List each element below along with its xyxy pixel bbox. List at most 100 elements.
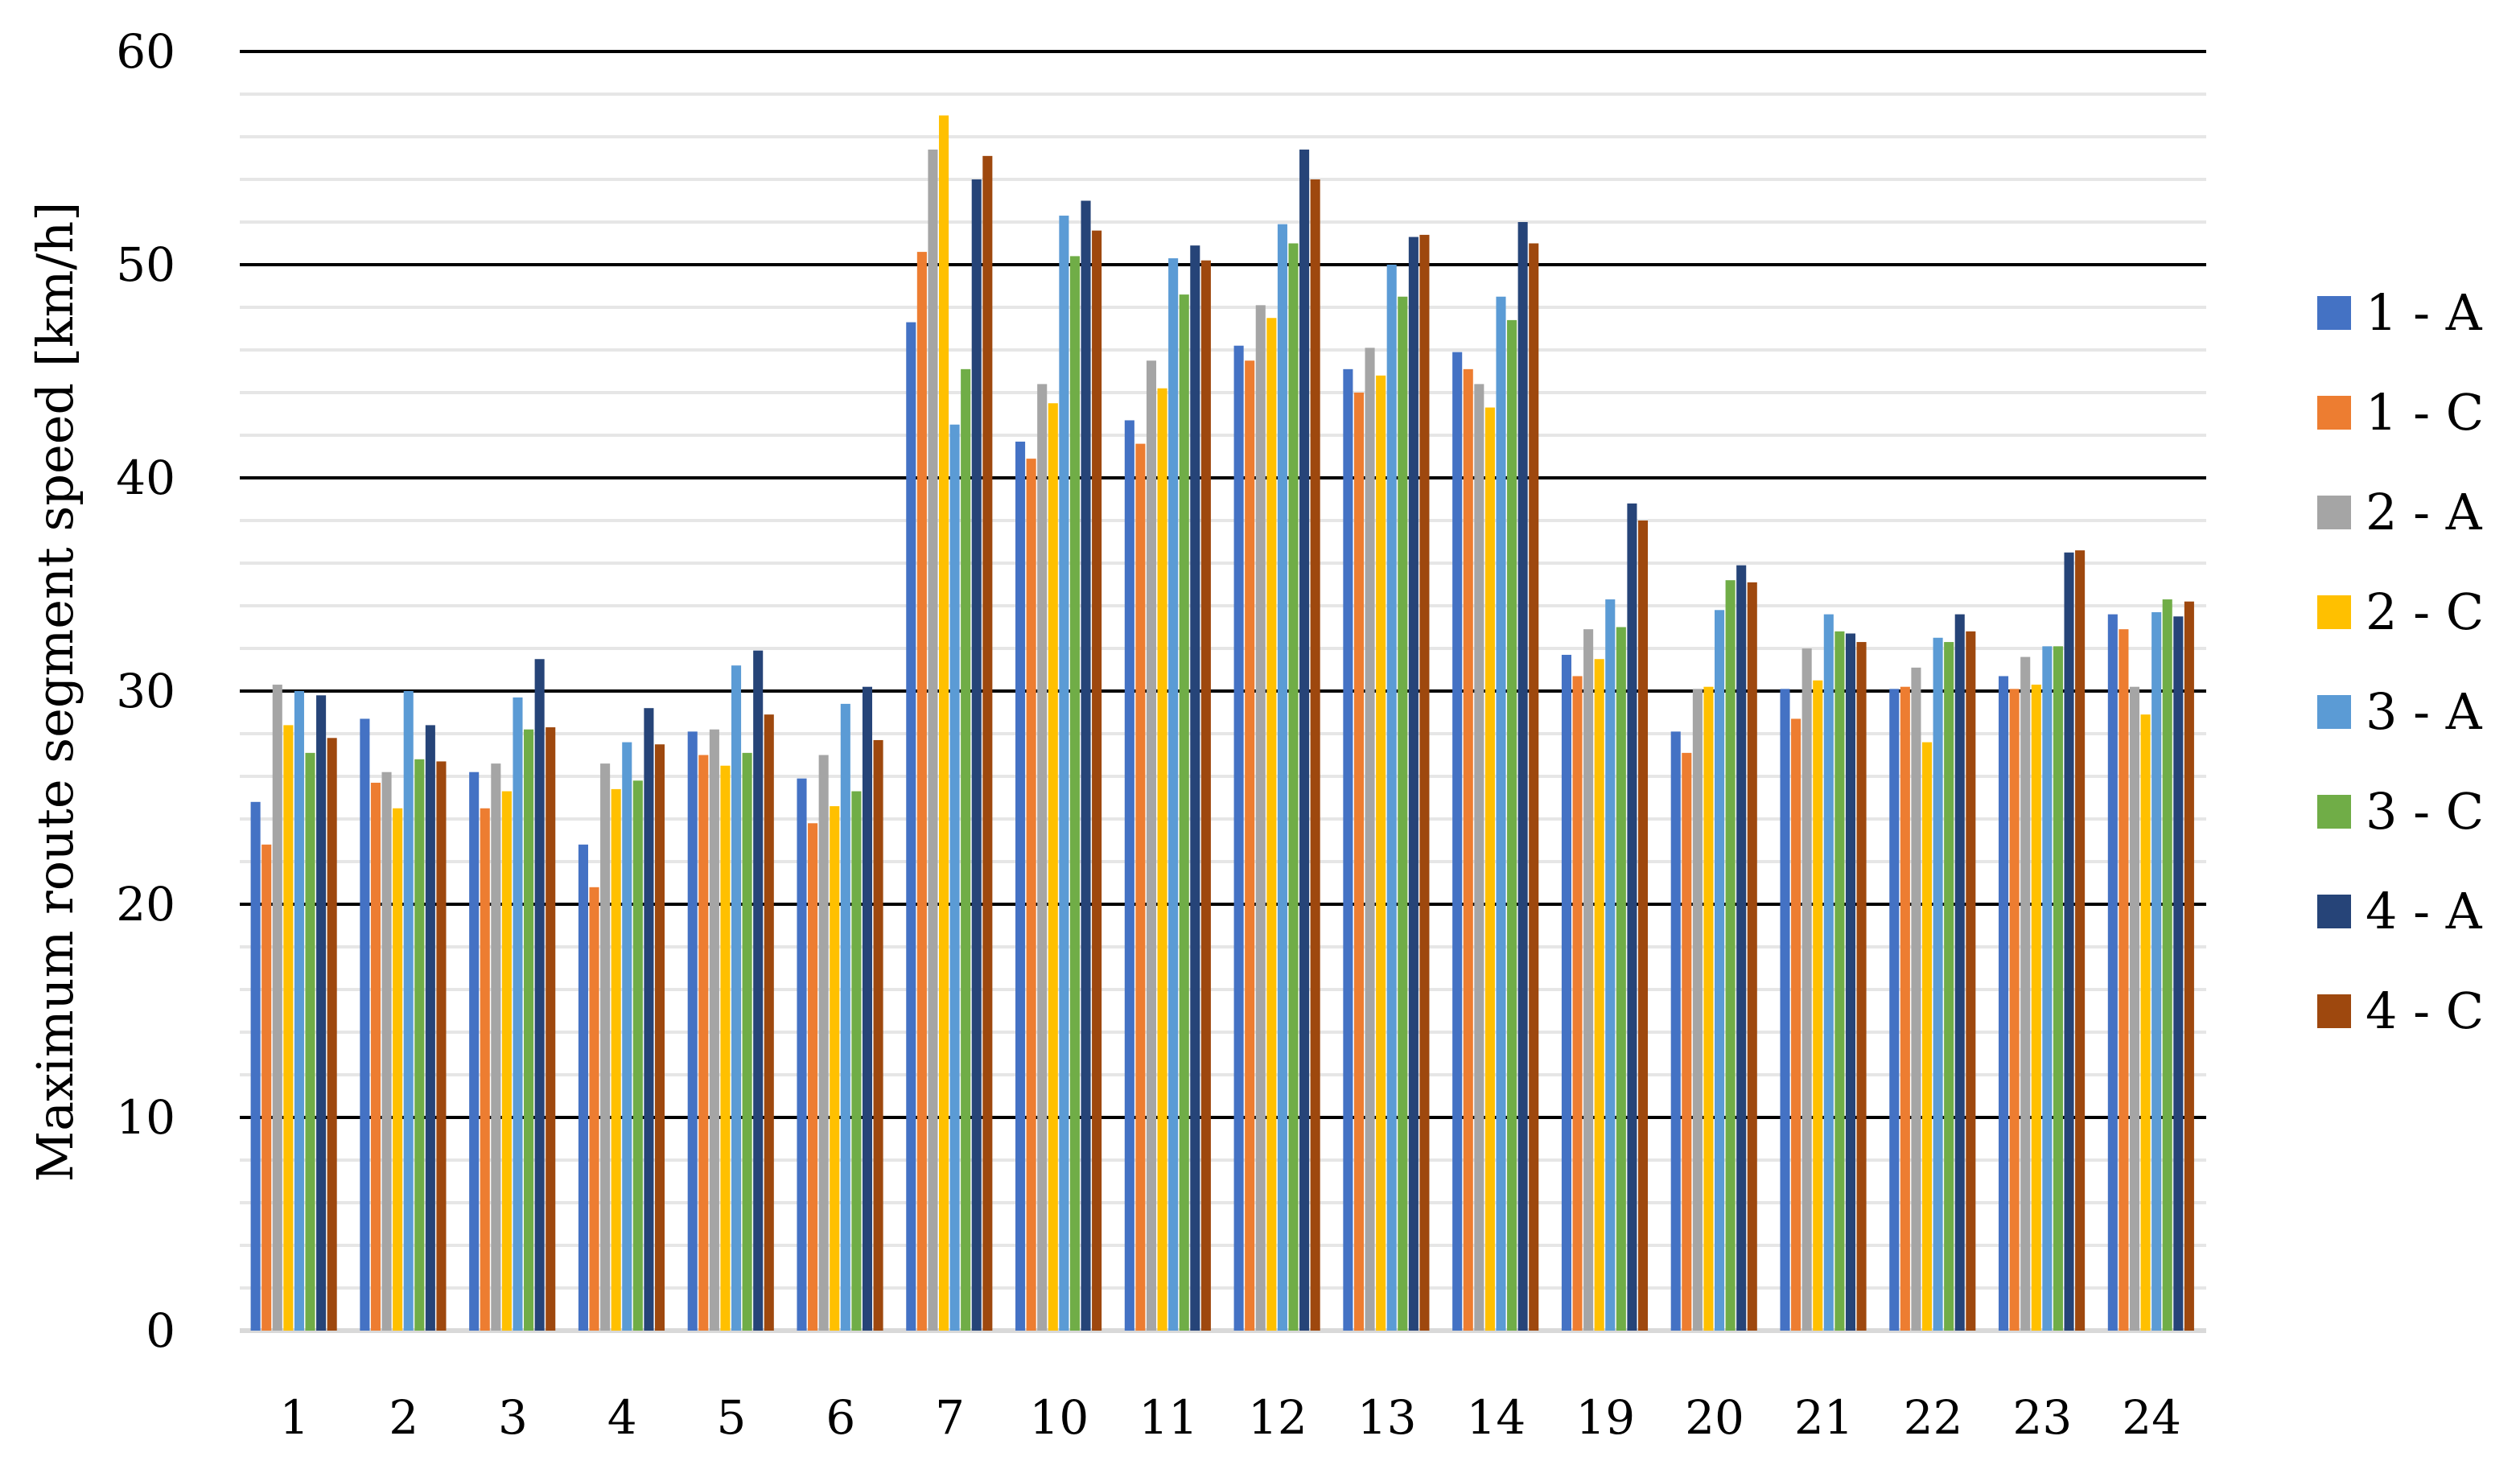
bar xyxy=(1670,731,1681,1331)
bar xyxy=(403,691,414,1331)
bar xyxy=(961,368,971,1331)
legend-swatch xyxy=(2317,595,2351,629)
bar xyxy=(272,685,282,1331)
legend-swatch xyxy=(2317,296,2351,330)
bar xyxy=(862,686,873,1331)
x-tick-label: 13 xyxy=(1357,1390,1417,1445)
bar xyxy=(808,823,818,1331)
y-tick-label: 10 xyxy=(116,1090,175,1145)
bar xyxy=(1157,388,1167,1331)
bar xyxy=(1484,407,1495,1331)
bar xyxy=(916,252,927,1331)
legend: 1 - A 1 - C 2 - A 2 - C 3 - A 3 - C 4 - A 4 - C xyxy=(2317,283,2484,1040)
bar xyxy=(1398,296,1408,1331)
x-tick-label: 11 xyxy=(1139,1390,1198,1445)
bar xyxy=(1419,234,1430,1331)
y-tick-label: 30 xyxy=(116,664,175,718)
bar-group-4 xyxy=(578,708,665,1331)
bar xyxy=(2064,552,2074,1331)
bar-group-20 xyxy=(1670,565,1757,1331)
y-tick-label: 60 xyxy=(116,24,175,79)
bar xyxy=(2053,646,2063,1331)
x-axis-tick-labels: 1 2 3 4 5 6 7 10 11 12 13 14 19 20 21 22 23 24 xyxy=(279,1390,2181,1445)
bar xyxy=(1736,565,1747,1331)
bar xyxy=(1627,503,1637,1331)
bar xyxy=(938,115,949,1331)
bar xyxy=(546,727,556,1331)
bar xyxy=(2119,629,2129,1331)
bar xyxy=(753,650,764,1331)
bar xyxy=(2173,616,2184,1331)
bar xyxy=(1966,631,1976,1331)
bar xyxy=(1900,686,1910,1331)
x-tick-label: 3 xyxy=(498,1390,528,1445)
bar xyxy=(2042,646,2053,1331)
bar xyxy=(316,695,327,1331)
legend-label: 2 - C xyxy=(2366,582,2484,641)
bar xyxy=(2031,685,2041,1331)
bar xyxy=(906,322,916,1331)
bar xyxy=(982,155,993,1331)
bar xyxy=(294,691,304,1331)
bar xyxy=(1343,368,1353,1331)
legend-item: 4 - C xyxy=(2317,981,2484,1040)
x-tick-label: 10 xyxy=(1029,1390,1089,1445)
y-axis-title: Maximum route segment speed [km/h] xyxy=(26,202,84,1183)
bar xyxy=(381,772,392,1331)
x-tick-label: 24 xyxy=(2122,1390,2181,1445)
major-gridlines xyxy=(240,50,2206,1333)
y-tick-label: 50 xyxy=(116,237,175,292)
legend-label: 1 - C xyxy=(2366,383,2484,442)
bar xyxy=(1813,680,1823,1331)
bar xyxy=(1725,580,1736,1331)
bar xyxy=(971,179,982,1331)
bar xyxy=(1081,200,1091,1331)
x-tick-label: 7 xyxy=(935,1390,965,1445)
bar xyxy=(1496,296,1506,1331)
x-tick-label: 21 xyxy=(1794,1390,1854,1445)
bar xyxy=(1605,599,1616,1331)
bar xyxy=(830,806,840,1331)
bar xyxy=(1616,627,1626,1331)
minor-gridlines xyxy=(240,93,2206,1290)
bar xyxy=(1059,216,1069,1331)
legend-label: 3 - C xyxy=(2366,782,2484,841)
bar xyxy=(840,703,850,1331)
bar xyxy=(1572,676,1583,1331)
legend-label: 1 - A xyxy=(2366,283,2483,342)
bar xyxy=(534,659,545,1331)
bar-group-5 xyxy=(687,650,774,1331)
bar xyxy=(2162,599,2172,1331)
bar xyxy=(2129,686,2140,1331)
bar xyxy=(698,755,709,1331)
bar xyxy=(1135,443,1146,1331)
bar xyxy=(370,782,381,1331)
bar xyxy=(1146,360,1157,1331)
x-tick-label: 6 xyxy=(826,1390,855,1445)
bar xyxy=(1353,393,1365,1331)
bar-group-23 xyxy=(1999,550,2086,1331)
bar xyxy=(1452,352,1463,1331)
legend-label: 4 - A xyxy=(2366,882,2483,940)
bar xyxy=(764,714,774,1331)
x-tick-label: 12 xyxy=(1248,1390,1307,1445)
bar-group-6 xyxy=(797,686,883,1331)
bar-group-12 xyxy=(1233,149,1320,1331)
bar xyxy=(513,697,523,1331)
legend-swatch xyxy=(2317,496,2351,529)
bar xyxy=(2107,614,2118,1331)
y-axis-tick-labels: 0 10 20 30 40 50 60 xyxy=(116,24,175,1358)
bar xyxy=(524,729,534,1331)
legend-swatch xyxy=(2317,795,2351,829)
bar xyxy=(611,788,621,1331)
bar-group-7 xyxy=(906,115,993,1331)
bar xyxy=(469,772,480,1331)
x-tick-label: 14 xyxy=(1467,1390,1526,1445)
bar xyxy=(1037,384,1048,1331)
bar-group-1 xyxy=(250,685,337,1331)
bar xyxy=(1801,648,1812,1331)
bar xyxy=(1245,360,1255,1331)
bar xyxy=(1168,258,1179,1331)
bar xyxy=(1408,237,1419,1331)
